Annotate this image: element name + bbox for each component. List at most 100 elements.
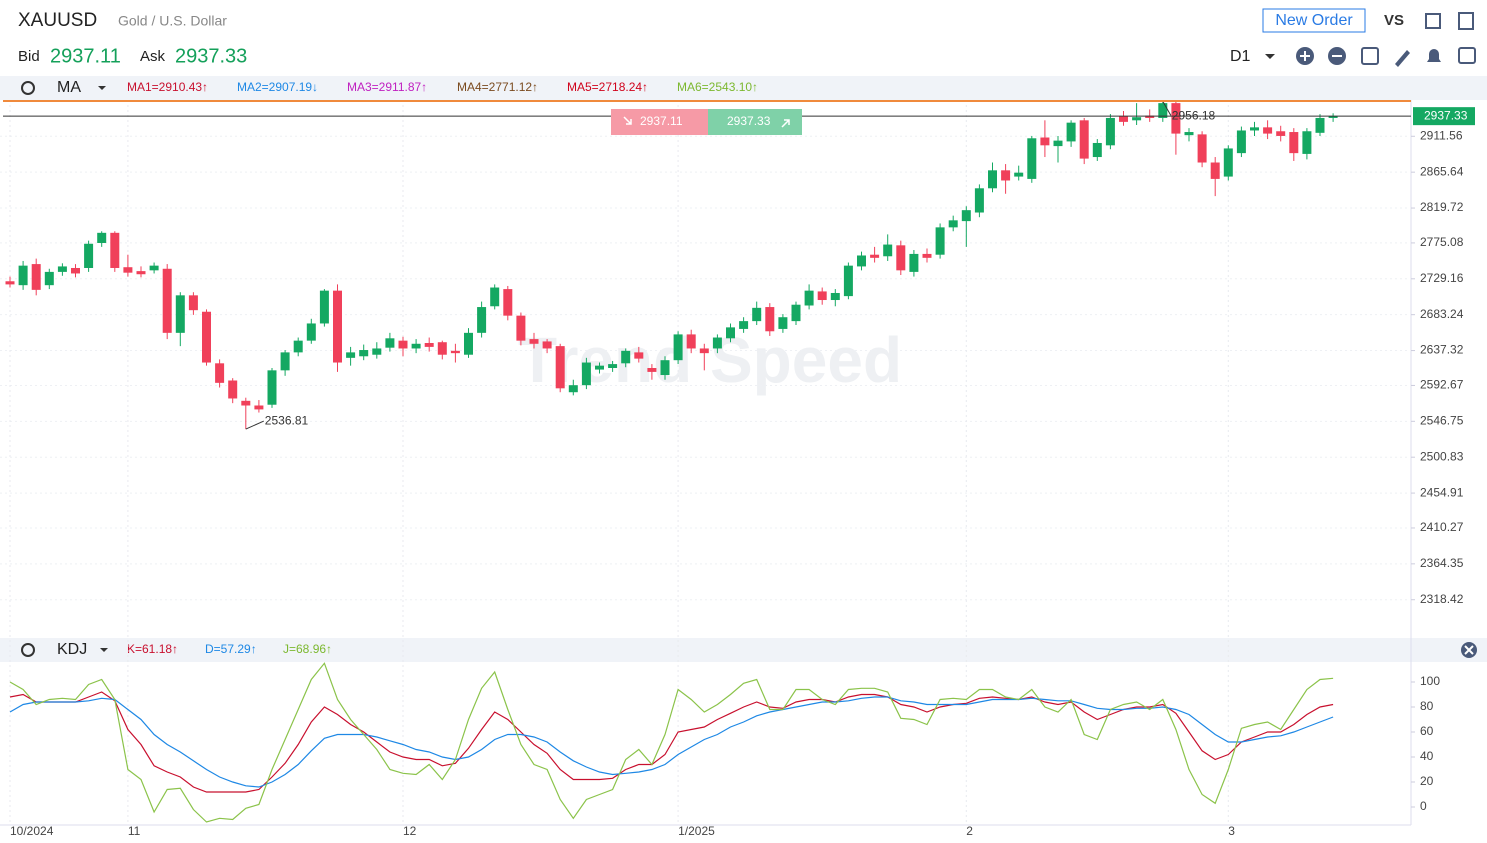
candle-body [686,334,696,349]
x-tick-label: 10/2024 [10,824,54,838]
indicator-name[interactable]: MA [57,79,81,96]
candle-body [503,289,513,316]
candle-body [896,245,906,271]
candle-body [175,295,185,333]
candle-body [215,363,225,383]
max-pointer [1162,101,1172,116]
candle-body [568,385,578,393]
candle-body [57,266,67,272]
candle-body [372,348,382,355]
candle-body [974,188,984,213]
kdj-label: D=57.29↑ [205,642,257,656]
candle-body [726,327,735,339]
close-glyph [1464,645,1474,655]
buy-price[interactable]: 2937.33 [727,114,771,128]
candle-body [1276,131,1286,136]
candle-body [1092,142,1102,158]
candle-body [1250,127,1259,131]
candle-body [739,321,749,329]
candle-body [280,352,290,371]
kdj-line [9,696,1334,788]
candle-body [385,338,395,348]
fullscreen-icon[interactable] [1425,13,1441,29]
candle-body [1289,132,1299,154]
x-tick-label: 1/2025 [678,824,715,838]
ma-label: MA2=2907.19↓ [237,80,318,94]
settings-icon[interactable] [21,81,35,95]
zoom-in-glyph [1300,51,1310,61]
candle-body [961,210,971,222]
candle-body [542,341,552,349]
indicator-name[interactable]: KDJ [57,641,87,658]
y-tick-label: 2318.42 [1420,592,1464,606]
candle-body [647,368,657,372]
timeframe-caret[interactable] [1265,54,1275,59]
x-tick-label: 2 [966,824,973,838]
candle-body [621,350,631,364]
sub-toolbar [0,638,1487,662]
candle-body [909,253,919,272]
candle-body [424,342,434,347]
candle-body [1105,117,1115,146]
alert-icon[interactable] [1427,49,1441,62]
candle-body [1171,103,1181,134]
candle-body [555,346,565,389]
layout-icon[interactable] [1458,12,1474,30]
candle-body [1223,148,1233,177]
draw-icon[interactable] [1395,50,1410,67]
candle-body [188,295,198,311]
candle-body [18,265,28,286]
candle-body [1119,116,1128,122]
candle-body [293,340,303,353]
candle-body [398,340,408,349]
bid-price: 2937.11 [50,45,121,67]
ma-label: MA5=2718.24↑ [567,80,648,94]
candle-body [765,307,775,332]
candle-body [778,317,788,329]
settings-icon[interactable] [21,643,35,657]
indicator-icon[interactable] [1361,47,1379,65]
indicator-caret[interactable] [100,648,108,652]
new-order-text[interactable]: New Order [1275,12,1353,29]
candle-body [1001,170,1011,181]
candle-body [804,290,814,306]
candle-body [319,290,329,324]
x-tick-label: 11 [128,824,141,838]
candle-body [699,348,709,354]
candle-body [359,350,369,357]
sell-arrow [623,116,632,125]
candle-body [752,307,762,322]
min-pointer [245,420,265,430]
y-tick-label: 2775.08 [1420,235,1464,249]
candle-body [490,287,500,307]
candle-body [346,352,356,358]
kdj-line [9,662,1334,823]
candle-body [843,265,853,297]
indicator-caret[interactable] [98,86,106,90]
candle-body [411,343,421,349]
candle-body [306,323,316,341]
candle-body [673,334,683,361]
candle-body [1027,138,1037,179]
candle-body [31,264,41,290]
candle-body [1079,120,1089,159]
symbol: XAUUSD [18,10,97,31]
sell-price[interactable]: 2937.11 [640,114,683,128]
y-tick-label: 2911.56 [1420,128,1463,142]
candle-body [595,365,604,370]
y-tick-label: 80 [1420,699,1434,713]
vs-button[interactable]: VS [1384,12,1404,29]
candle-body [581,362,591,386]
candle-body [988,170,997,189]
new-order-button[interactable] [1262,8,1366,33]
candle-body [267,370,277,405]
candle-body [1066,122,1076,142]
candle-body [634,352,644,359]
y-tick-label: 2819.72 [1420,200,1464,214]
timeframe[interactable]: D1 [1230,48,1251,65]
chart-type-icon[interactable] [1458,47,1476,64]
candle-body [44,271,54,286]
sell-button[interactable] [611,109,708,135]
